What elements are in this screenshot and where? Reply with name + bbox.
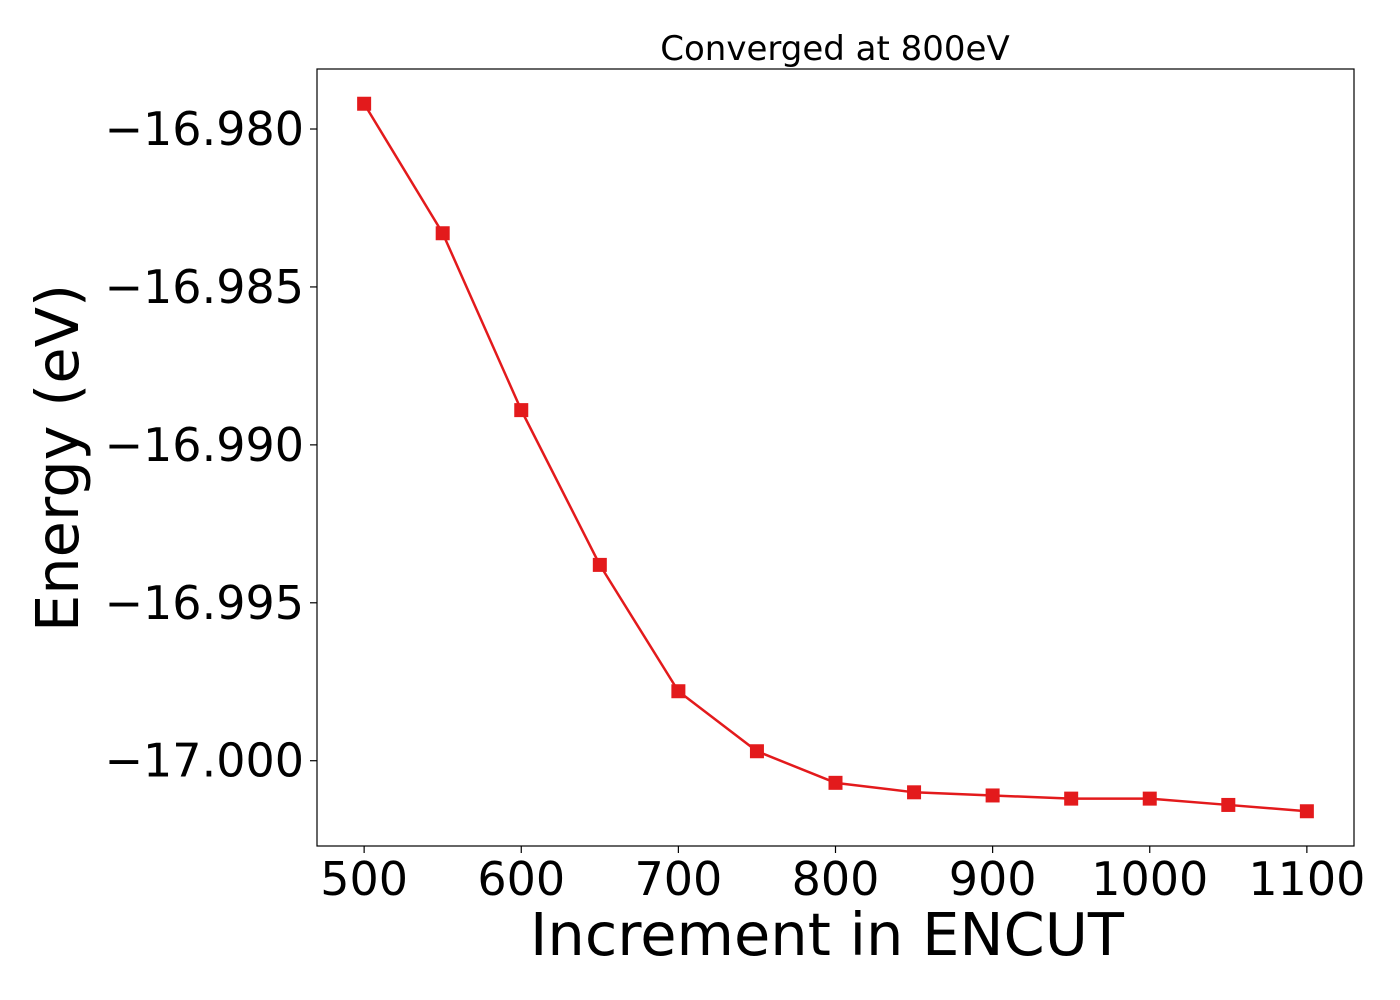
x-tick-label: 500 [320, 852, 408, 906]
data-point-marker [749, 744, 764, 759]
data-point-marker [907, 785, 922, 800]
data-point-marker [435, 226, 450, 241]
data-point-marker [1064, 791, 1079, 806]
data-point-marker [592, 557, 607, 572]
data-point-marker [357, 96, 372, 111]
data-point-marker [671, 684, 686, 699]
plot-area-frame [316, 68, 1355, 847]
data-point-marker [1221, 797, 1236, 812]
x-axis-ticks: 500 600 700 800 900 1000 1100 [320, 846, 1365, 906]
y-tick-label: −16.980 [105, 102, 305, 156]
data-point-marker [1142, 791, 1157, 806]
series-layer [357, 96, 1314, 819]
x-tick-label: 900 [949, 852, 1037, 906]
x-tick-label: 1100 [1248, 852, 1365, 906]
series-line [363, 103, 1307, 813]
y-tick-label: −16.985 [105, 260, 305, 314]
data-point-marker [1299, 804, 1314, 819]
x-tick-label: 1000 [1091, 852, 1208, 906]
chart-title: Converged at 800eV [660, 29, 1009, 69]
x-tick-label: 800 [792, 852, 880, 906]
x-tick-label: 600 [477, 852, 565, 906]
y-tick-label: −16.990 [105, 418, 305, 472]
y-tick-label: −17.000 [105, 734, 305, 788]
data-point-marker [828, 775, 843, 790]
data-point-marker [514, 403, 529, 418]
x-axis-label: Increment in ENCUT [530, 900, 1125, 969]
y-tick-label: −16.995 [105, 576, 305, 630]
x-tick-label: 700 [634, 852, 722, 906]
y-axis-ticks: −16.980 −16.985 −16.990 −16.995 −17.000 [105, 102, 317, 788]
y-axis-label: Energy (eV) [23, 284, 92, 632]
data-point-marker [985, 788, 1000, 803]
